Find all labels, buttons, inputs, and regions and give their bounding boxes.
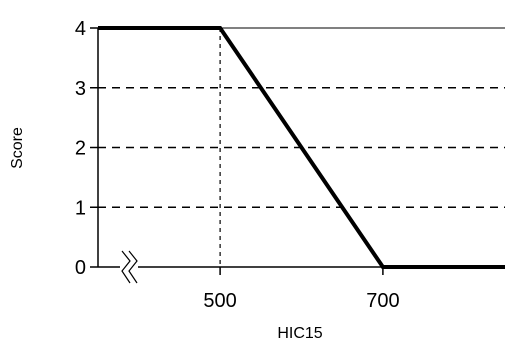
tick-labels: 0 1 2 3 4 500 700 — [75, 18, 400, 312]
axis-break-stroke-1 — [121, 250, 131, 284]
axis-break-stroke-2 — [128, 250, 138, 284]
y-tick-label-3: 3 — [75, 78, 86, 100]
x-axis-title: HIC15 — [277, 325, 322, 342]
y-tick-label-1: 1 — [75, 197, 86, 219]
y-tick-label-0: 0 — [75, 257, 86, 279]
y-tick-label-4: 4 — [75, 18, 86, 40]
x-tick-label-500: 500 — [203, 290, 236, 312]
y-axis-title: Score — [9, 127, 26, 169]
axis-break-symbol — [120, 250, 138, 284]
x-tick-label-700: 700 — [366, 290, 399, 312]
series-line-1 — [98, 26, 505, 269]
series — [98, 26, 505, 269]
y-tick-label-2: 2 — [75, 138, 86, 160]
axis-break-gap — [120, 263, 138, 271]
